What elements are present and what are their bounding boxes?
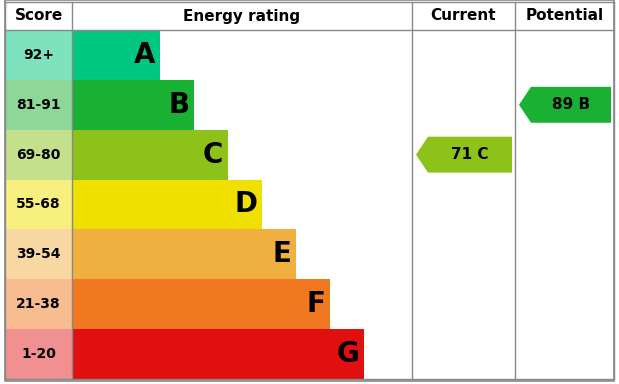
Bar	[412, 229, 614, 279]
Bar	[72, 180, 262, 229]
Bar	[412, 180, 614, 229]
Bar	[72, 279, 331, 329]
Bar	[72, 329, 365, 379]
Text: G: G	[337, 340, 360, 368]
Text: A: A	[134, 41, 155, 69]
Text: 69-80: 69-80	[16, 147, 61, 162]
Text: E: E	[272, 240, 292, 268]
Bar	[72, 229, 297, 279]
Text: 1-20: 1-20	[21, 347, 56, 361]
Bar	[5, 130, 72, 180]
Text: Current: Current	[431, 8, 496, 23]
Bar	[412, 30, 614, 80]
Bar	[5, 279, 72, 329]
Bar	[412, 329, 614, 379]
Bar	[412, 130, 614, 180]
Bar	[5, 180, 72, 229]
Bar	[5, 329, 72, 379]
Text: Potential: Potential	[526, 8, 604, 23]
Text: 92+: 92+	[23, 48, 54, 62]
Bar	[5, 229, 72, 279]
Polygon shape	[519, 87, 611, 123]
Text: F: F	[306, 290, 326, 318]
Bar	[412, 279, 614, 329]
Bar	[72, 30, 160, 80]
Text: 71 C: 71 C	[451, 147, 489, 162]
Text: Energy rating: Energy rating	[183, 8, 301, 23]
Text: D: D	[235, 190, 258, 218]
Polygon shape	[416, 137, 512, 172]
Bar	[72, 80, 194, 130]
Text: 39-54: 39-54	[16, 247, 61, 262]
Bar	[5, 30, 72, 80]
Text: 81-91: 81-91	[16, 98, 61, 112]
Bar	[72, 130, 228, 180]
Text: B: B	[168, 91, 189, 119]
Text: 89 B: 89 B	[552, 97, 590, 112]
Bar	[5, 80, 72, 130]
Text: 55-68: 55-68	[16, 197, 61, 212]
Text: Score: Score	[14, 8, 63, 23]
Bar	[412, 80, 614, 130]
Text: 21-38: 21-38	[16, 297, 61, 311]
Bar	[5, 2, 614, 30]
Text: C: C	[203, 141, 223, 169]
